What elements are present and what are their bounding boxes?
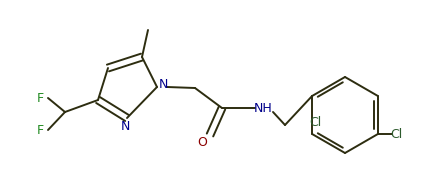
Text: O: O <box>197 136 207 150</box>
Text: N: N <box>120 121 130 134</box>
Text: NH: NH <box>253 102 272 115</box>
Text: Cl: Cl <box>389 127 401 140</box>
Text: Cl: Cl <box>308 115 320 129</box>
Text: N: N <box>158 79 167 92</box>
Text: F: F <box>36 92 43 104</box>
Text: F: F <box>36 123 43 136</box>
